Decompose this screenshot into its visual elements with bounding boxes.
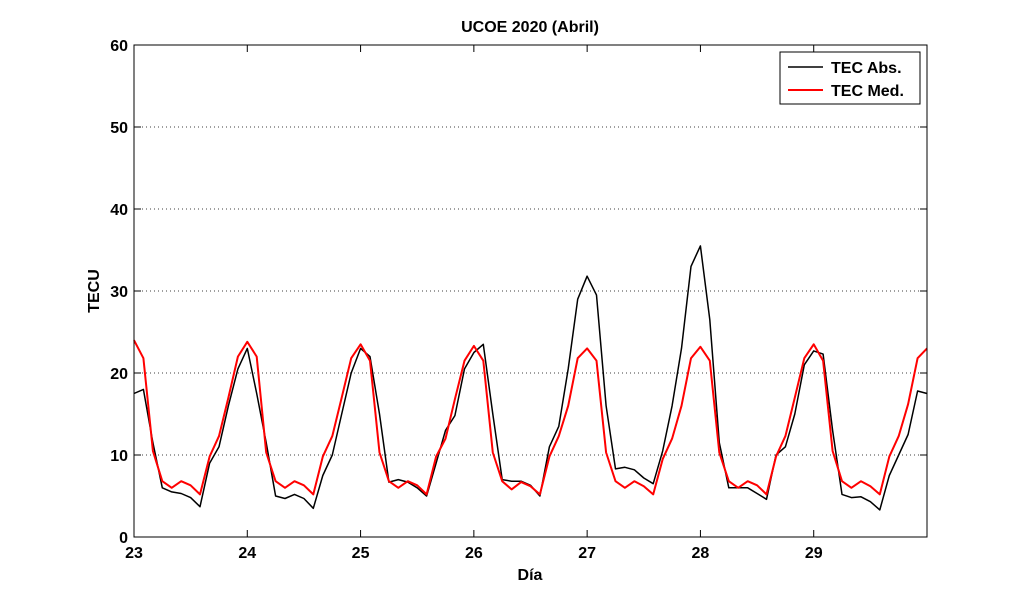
y-axis-label: TECU (86, 269, 103, 313)
axis-ticks (133, 44, 927, 538)
x-axis-label: Día (518, 567, 543, 584)
x-tick-label: 24 (238, 545, 256, 562)
legend-label-tec-abs: TEC Abs. (831, 60, 902, 77)
x-tick-labels: 23 24 25 26 27 28 29 (125, 545, 823, 562)
x-tick-label: 29 (805, 545, 823, 562)
x-tick-label: 28 (692, 545, 710, 562)
y-tick-labels: 0 10 20 30 40 50 60 (110, 38, 128, 547)
y-tick-label: 0 (119, 530, 128, 547)
series-layer (133, 245, 928, 511)
y-tick-label: 50 (110, 120, 128, 137)
legend: TEC Abs. TEC Med. (779, 51, 921, 105)
y-tick-label: 10 (110, 448, 128, 465)
series-line-tec-med (133, 339, 928, 496)
y-tick-label: 30 (110, 284, 128, 301)
legend-box (779, 51, 921, 105)
x-tick-label: 27 (578, 545, 596, 562)
y-tick-label: 40 (110, 202, 128, 219)
x-tick-label: 26 (465, 545, 483, 562)
x-tick-label: 23 (125, 545, 143, 562)
x-tick-label: 25 (352, 545, 370, 562)
y-tick-label: 20 (110, 366, 128, 383)
y-tick-label: 60 (110, 38, 128, 55)
chart-title: UCOE 2020 (Abril) (461, 19, 599, 36)
legend-label-tec-med: TEC Med. (831, 83, 904, 100)
